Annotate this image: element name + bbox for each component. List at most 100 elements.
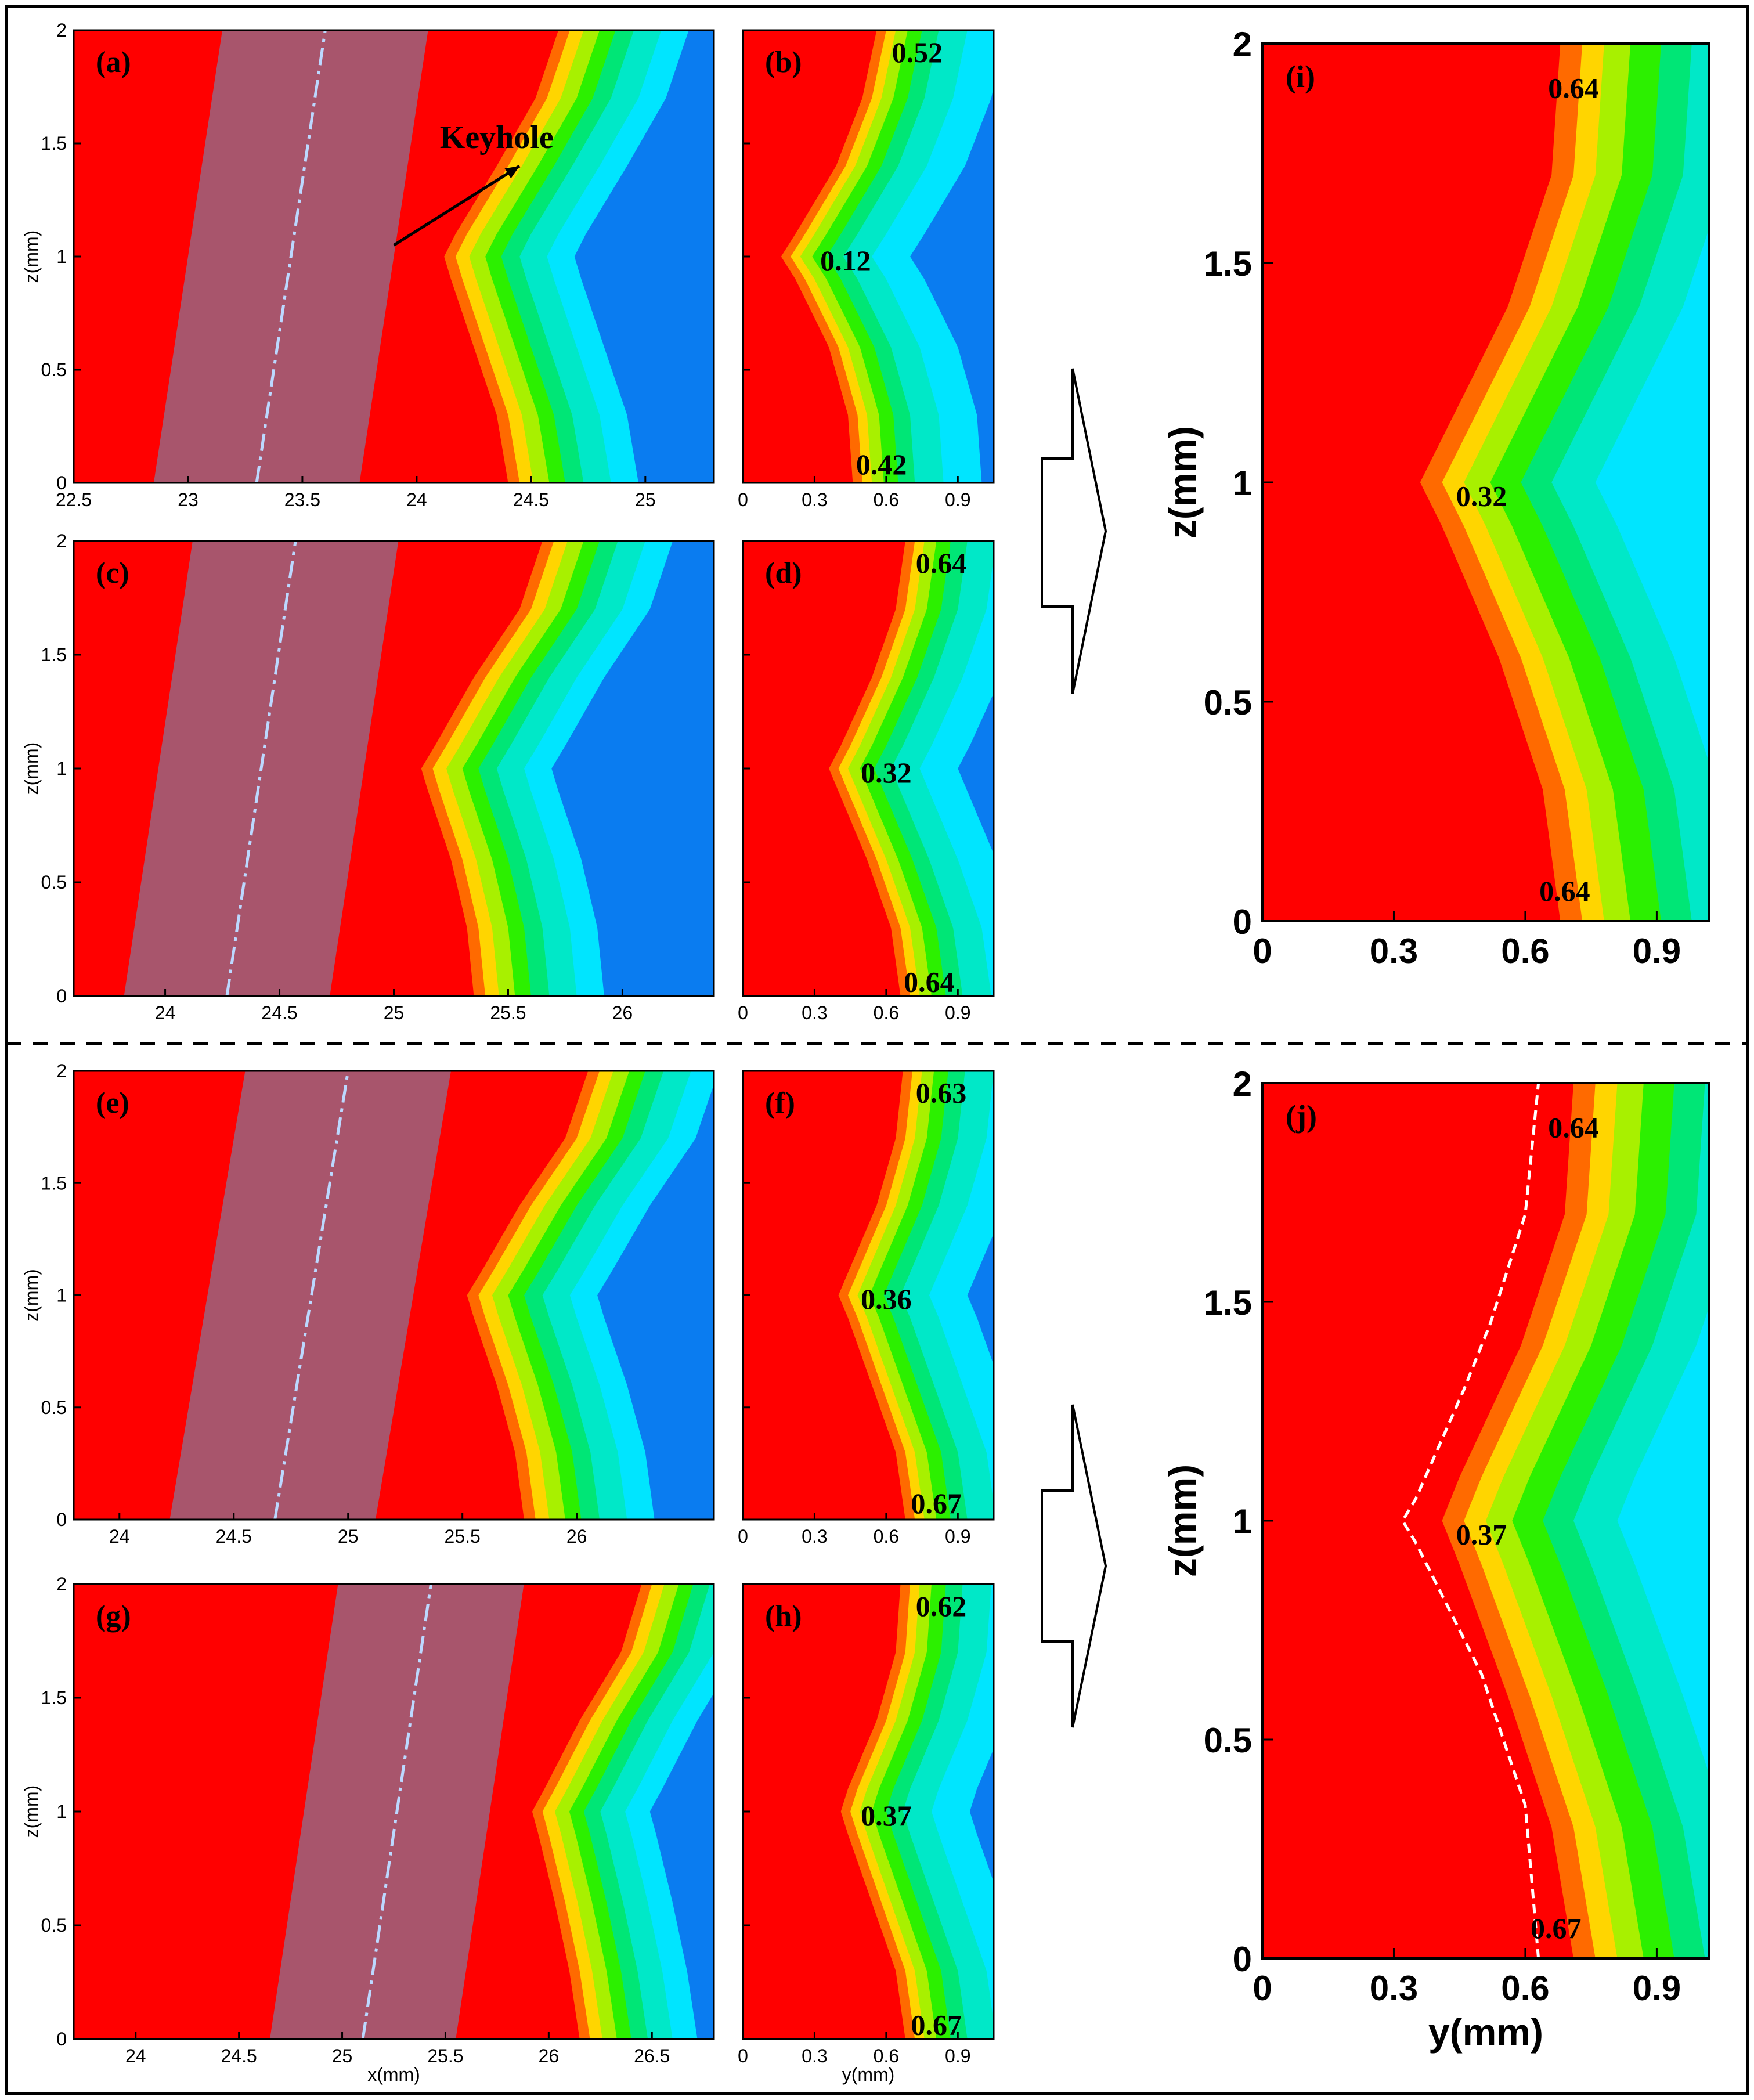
y-tick-label: 2: [56, 1060, 67, 1081]
x-tick-label: 0.6: [874, 1002, 899, 1023]
panel-label: (a): [96, 46, 131, 79]
panel-e: 24 24.5 25 25.5 26 0 0.5 1 1.5 2 z(mm) (e): [21, 1060, 715, 1547]
panel-g: 24 24.5 25 25.5 26 26.5 0 0.5 1 1.5 2 z(mm) x(mm) (g): [21, 1574, 715, 2085]
contour-value-label: 0.62: [916, 1590, 967, 1622]
x-tick-label: 25: [332, 2045, 353, 2066]
y-tick-label: 0.5: [41, 1397, 67, 1418]
x-axis-title: y(mm): [1428, 2011, 1543, 2054]
x-tick-label: 0.6: [874, 489, 899, 510]
y-tick-label: 0.5: [41, 872, 67, 893]
y-axis-title: z(mm): [1161, 426, 1204, 539]
y-tick-label: 2: [1233, 1065, 1252, 1103]
contour-value-label: 0.32: [1456, 480, 1507, 513]
y-tick-label: 1.5: [41, 1687, 67, 1708]
y-tick-label: 1: [56, 246, 67, 267]
beam-centerline: [225, 541, 297, 996]
x-tick-label: 0: [1253, 932, 1272, 970]
y-tick-label: 2: [1233, 25, 1252, 64]
x-tick-label: 0.9: [945, 2045, 970, 2066]
contour-value-label: 0.67: [911, 1487, 962, 1520]
y-tick-label: 0.5: [1204, 1721, 1252, 1760]
plot-area-j: [1262, 1083, 1709, 1958]
panel-c: 24 24.5 25 25.5 26 0 0.5 1 1.5 2 z(mm) (c): [21, 531, 715, 1023]
y-tick-label: 0: [1233, 1940, 1252, 1979]
panel-label: (b): [765, 46, 802, 79]
x-tick-label: 0.6: [874, 2045, 899, 2066]
x-tick-label: 0.6: [874, 1526, 899, 1547]
x-tick-label: 0: [738, 489, 748, 510]
plot-area-g: [74, 1584, 714, 2039]
y-tick-label: 1: [56, 1801, 67, 1822]
contour-value-label: 0.42: [856, 448, 907, 481]
x-tick-label: 24: [109, 1526, 130, 1547]
panel-i: 0 0.3 0.6 0.9 0 0.5 1 1.5 2 z(mm) (i) 0.64 0.32 0.64: [1161, 25, 1710, 970]
panel-label: (e): [96, 1087, 129, 1120]
x-tick-label: 26: [566, 1526, 587, 1547]
panel-label: (j): [1286, 1099, 1317, 1134]
contour-value-label: 0.64: [904, 965, 955, 998]
y-tick-label: 1: [56, 1285, 67, 1306]
y-tick-label: 2: [56, 1574, 67, 1594]
keyhole-arrow-head: [504, 166, 520, 179]
plot-area-d: [743, 541, 994, 996]
contour-value-label: 0.36: [861, 1283, 912, 1315]
contour-band-0: [743, 541, 905, 996]
x-tick-label: 0.9: [945, 1526, 970, 1547]
panel-label: (c): [96, 557, 129, 590]
plot-area-a: [74, 30, 714, 483]
x-tick-label: 26: [612, 1002, 633, 1023]
y-tick-label: 1: [56, 758, 67, 779]
y-tick-label: 1: [1233, 464, 1252, 503]
x-tick-label: 0: [738, 1526, 748, 1547]
y-axis-title: z(mm): [21, 230, 42, 283]
y-axis-title: z(mm): [21, 1785, 42, 1838]
y-tick-label: 2: [56, 20, 67, 41]
x-tick-label: 0.9: [1633, 1969, 1681, 2008]
x-tick-label: 0.9: [945, 489, 970, 510]
beam-centerline: [273, 1071, 350, 1520]
x-tick-label: 23: [178, 489, 199, 510]
x-tick-label: 22.5: [56, 489, 92, 510]
x-tick-label: 0.3: [802, 489, 827, 510]
y-tick-label: 0.5: [41, 1915, 67, 1936]
y-tick-label: 1.5: [1204, 1283, 1252, 1322]
x-tick-label: 25.5: [490, 1002, 526, 1023]
y-tick-label: 0: [1233, 903, 1252, 941]
plot-area-h: [743, 1584, 994, 2039]
contour-value-label: 0.67: [1531, 1912, 1582, 1944]
y-tick-label: 0: [56, 2029, 67, 2050]
panel-label: (f): [765, 1087, 795, 1120]
x-tick-label: 0.3: [802, 1526, 827, 1547]
x-tick-label: 25: [384, 1002, 405, 1023]
contour-band-0: [743, 30, 877, 483]
contour-value-label: 0.12: [820, 244, 871, 277]
y-tick-label: 0: [56, 472, 67, 493]
y-tick-label: 1: [1233, 1502, 1252, 1541]
y-tick-label: 1.5: [41, 133, 67, 154]
beam-centerline: [361, 1584, 433, 2039]
panel-label: (i): [1286, 59, 1315, 94]
contour-value-label: 0.63: [916, 1077, 967, 1109]
panel-b: 0 0.3 0.6 0.9 (b) 0.52 0.12 0.42: [738, 29, 995, 510]
x-tick-label: 0.6: [1501, 932, 1549, 970]
y-axis-title: z(mm): [1161, 1464, 1204, 1577]
x-tick-label: 0.9: [945, 1002, 970, 1023]
plot-area-b: [743, 30, 994, 483]
y-tick-label: 1.5: [1204, 244, 1252, 283]
x-axis-title: y(mm): [842, 2064, 895, 2085]
y-tick-label: 0: [56, 1509, 67, 1530]
x-tick-label: 24: [406, 489, 427, 510]
y-tick-label: 1.5: [41, 1172, 67, 1193]
x-tick-label: 23.5: [284, 489, 320, 510]
y-tick-label: 0.5: [41, 359, 67, 380]
x-tick-label: 0.3: [802, 1002, 827, 1023]
contour-value-label: 0.37: [861, 1799, 912, 1832]
plot-area-f: [743, 1071, 994, 1520]
panel-j: 0 0.3 0.6 0.9 0 0.5 1 1.5 2 z(mm) y(mm) (j) 0.64 0.37…: [1161, 1065, 1710, 2054]
y-axis-title: z(mm): [21, 742, 42, 795]
x-tick-label: 26.5: [634, 2045, 670, 2066]
contour-band-0: [743, 1071, 905, 1520]
contour-value-label: 0.64: [1548, 1111, 1599, 1143]
right-arrow-bottom: [1041, 1404, 1107, 1728]
x-tick-label: 24.5: [216, 1526, 252, 1547]
